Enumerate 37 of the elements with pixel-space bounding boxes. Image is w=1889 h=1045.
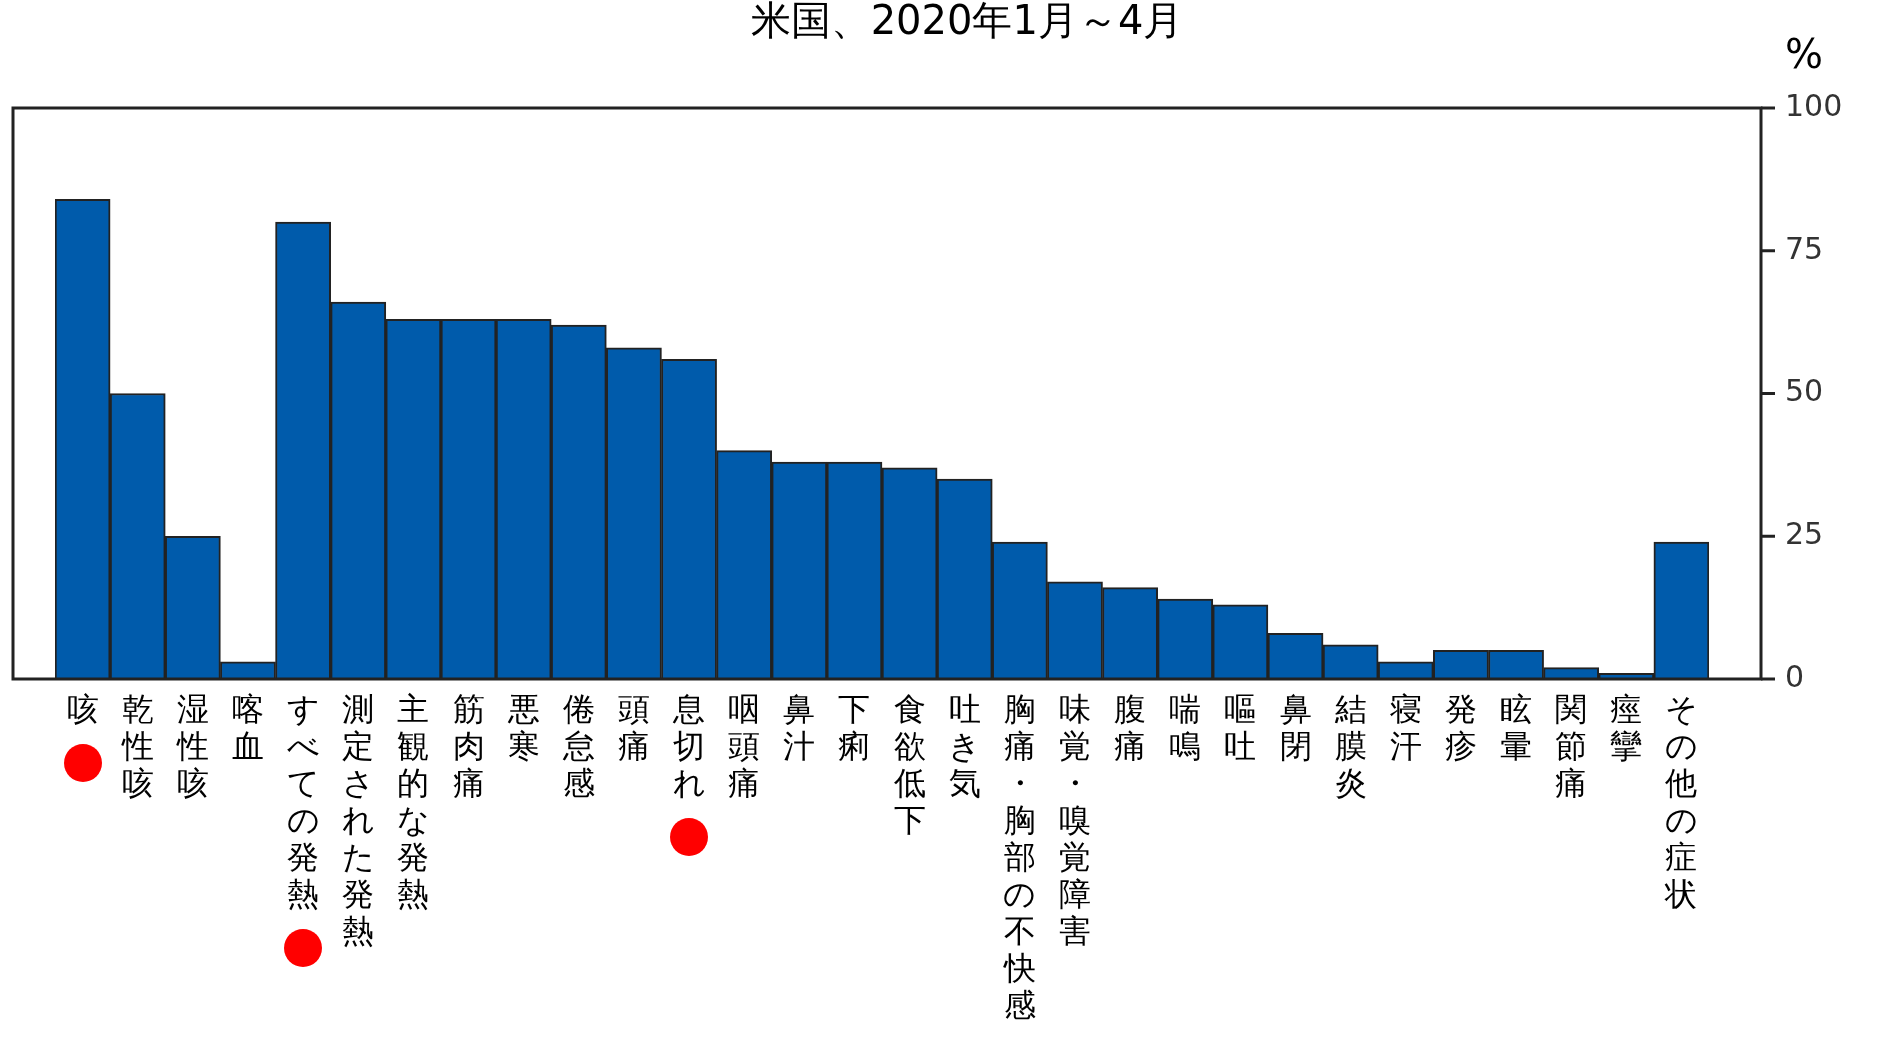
x-tick-label: 喀血 [231,689,264,765]
x-tick-label: 発疹 [1444,689,1477,765]
x-tick-label: 鼻汁 [783,689,816,765]
x-tick-label: 頭痛 [617,689,650,765]
y-tick-label: 100 [1785,87,1843,123]
x-tick-label: 喘鳴 [1169,689,1202,765]
x-tick-label: 筋肉痛 [452,689,485,802]
x-tick-label: 息切れ [672,689,706,802]
x-tick-label: その他の症状 [1664,689,1698,913]
x-tick-label: 咽頭痛 [728,689,761,802]
y-tick-label: 0 [1785,658,1805,694]
chart-title: 米国、2020年1月～4月 [750,0,1184,44]
x-tick-label: 咳 [66,689,99,728]
x-tick-label: 食欲低下 [893,689,926,839]
x-tick-label: 味覚・嗅覚障害 [1058,689,1091,950]
x-tick-label: 測定された発熱 [341,689,375,950]
x-tick-label: 下痢 [838,689,871,765]
x-tick-label: 痙攣 [1610,689,1643,765]
x-tick-label: 結膜炎 [1333,689,1367,802]
y-tick-label: 25 [1785,516,1824,552]
x-tick-label: 湿性咳 [175,689,209,802]
x-tick-label: 眩暈 [1500,689,1533,765]
x-tick-label: 鼻閉 [1279,689,1312,765]
x-tick-label: 腹痛 [1114,689,1147,765]
y-tick-label: 75 [1785,230,1824,266]
y-axis-title: % [1784,31,1824,77]
category-label: 胸痛・胸部の不快感 [1003,689,1037,1024]
x-tick-label: 乾性咳 [120,689,154,802]
x-tick-label: 寝汗 [1389,689,1422,765]
x-tick-label: 主観的な発熱 [396,689,430,913]
x-tick-label: 関節痛 [1555,689,1588,802]
y-tick-label: 50 [1785,373,1824,409]
x-tick-label: 倦怠感 [561,689,595,802]
x-tick-label: すべての発熱 [286,689,320,913]
x-tick-label: 嘔吐 [1224,689,1257,765]
x-tick-label: 悪寒 [506,689,540,765]
x-tick-label: 吐き気 [948,689,982,802]
